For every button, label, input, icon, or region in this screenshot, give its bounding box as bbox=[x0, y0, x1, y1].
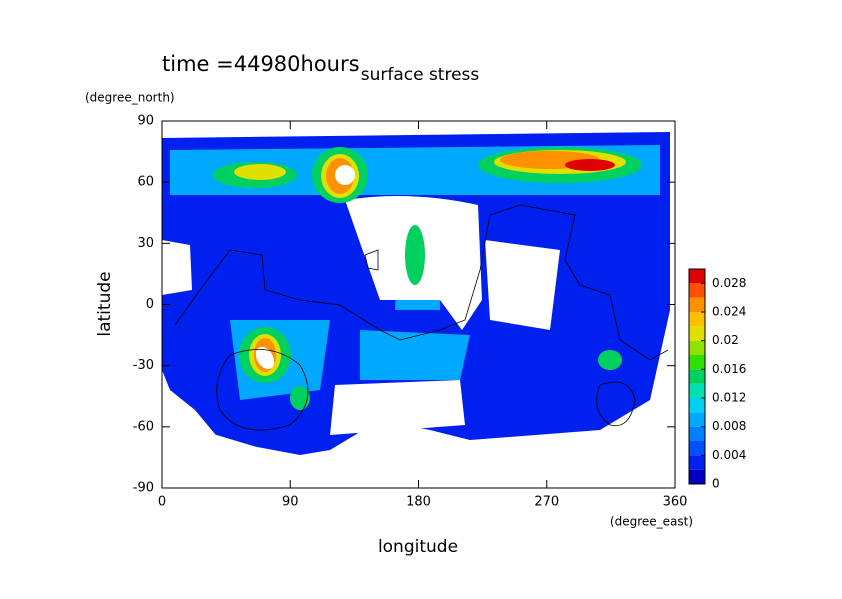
x-tick-label: 360 bbox=[663, 495, 688, 510]
colorbar-frame bbox=[688, 268, 706, 485]
y-tick-label: -90 bbox=[133, 481, 154, 496]
contour-fill bbox=[360, 330, 470, 380]
colorbar-tick-label: 0.024 bbox=[712, 305, 746, 319]
colorbar-cell bbox=[689, 312, 705, 327]
contour-fill bbox=[565, 159, 615, 171]
colorbar-tick-label: 0 bbox=[712, 477, 720, 491]
x-axis-label: longitude bbox=[378, 537, 458, 557]
colorbar-tick-label: 0.016 bbox=[712, 362, 746, 376]
contour-fill bbox=[290, 386, 310, 410]
contour-fill bbox=[330, 380, 465, 435]
y-tick-label: 30 bbox=[137, 236, 154, 251]
contour-fill bbox=[485, 240, 560, 330]
colorbar-tick-label: 0.028 bbox=[712, 276, 746, 290]
y-axis-label: latitude bbox=[95, 271, 115, 336]
colorbar-cell bbox=[689, 340, 705, 355]
colorbar-cell bbox=[689, 455, 705, 470]
colorbar-tick-label: 0.008 bbox=[712, 419, 746, 433]
colorbar-cell bbox=[689, 283, 705, 298]
x-tick-label: 270 bbox=[534, 495, 559, 510]
annotation: time =44980hours bbox=[162, 52, 360, 76]
contour-fill bbox=[470, 435, 675, 488]
x-tick-label: 0 bbox=[158, 495, 166, 510]
y-tick-label: 90 bbox=[137, 114, 154, 129]
colorbar-cell bbox=[689, 398, 705, 413]
colorbar-cell bbox=[689, 412, 705, 427]
colorbar-cell bbox=[689, 441, 705, 456]
contour-fill bbox=[405, 225, 425, 285]
x-unit: (degree_east) bbox=[610, 515, 693, 529]
contour-fill bbox=[162, 410, 470, 488]
y-tick-label: 60 bbox=[137, 175, 154, 190]
colorbar-tick-label: 0.012 bbox=[712, 391, 746, 405]
contour-fill bbox=[255, 346, 275, 370]
chart-title: surface stress bbox=[361, 65, 480, 85]
contour-field bbox=[162, 121, 675, 488]
colorbar-tick-label: 0.004 bbox=[712, 448, 746, 462]
y-unit: (degree_north) bbox=[85, 91, 175, 105]
colorbar-cell bbox=[689, 269, 705, 284]
colorbar-cell bbox=[689, 383, 705, 398]
colorbar-cell bbox=[689, 326, 705, 341]
colorbar-cell bbox=[689, 426, 705, 441]
y-tick-label: 0 bbox=[146, 297, 154, 312]
contour-fill bbox=[335, 165, 355, 185]
y-tick-label: -30 bbox=[133, 358, 154, 373]
colorbar-cell bbox=[689, 369, 705, 384]
colorbar-cell bbox=[689, 469, 705, 484]
contour-fill bbox=[234, 164, 286, 180]
x-tick-label: 90 bbox=[282, 495, 299, 510]
colorbar-cell bbox=[689, 297, 705, 312]
colorbar-cell bbox=[689, 355, 705, 370]
x-tick-label: 180 bbox=[406, 495, 431, 510]
colorbar-tick-label: 0.02 bbox=[712, 333, 739, 347]
contour-fill bbox=[162, 240, 192, 295]
y-tick-label: -60 bbox=[133, 419, 154, 434]
coastline bbox=[174, 204, 669, 431]
contour-fill bbox=[598, 350, 622, 370]
